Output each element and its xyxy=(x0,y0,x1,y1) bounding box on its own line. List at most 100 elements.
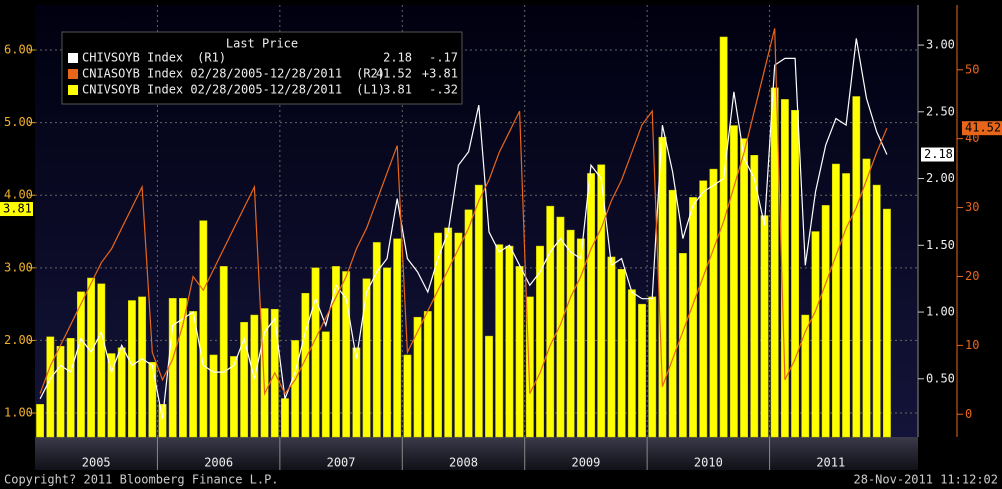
y-tick-label: 3.00 xyxy=(4,260,33,274)
bar xyxy=(872,184,881,438)
legend-tag: (L1) xyxy=(356,83,385,97)
y-tick-label: 1.00 xyxy=(4,406,33,420)
bar xyxy=(240,322,249,438)
line xyxy=(39,28,888,396)
bar xyxy=(617,269,626,438)
legend-tag: (R1) xyxy=(197,51,226,65)
x-tick-label: 2005 xyxy=(82,456,111,470)
bar xyxy=(485,335,493,438)
bar xyxy=(791,110,800,438)
bar xyxy=(209,354,218,438)
bar xyxy=(587,173,595,438)
bar xyxy=(87,277,96,438)
bar xyxy=(464,209,473,438)
bar xyxy=(740,138,748,438)
bar xyxy=(76,291,85,438)
last-value-label: 3.81 xyxy=(3,202,32,216)
x-tick-label: 2008 xyxy=(449,456,478,470)
y-tick-label: 5.00 xyxy=(4,115,33,129)
bar xyxy=(219,266,228,438)
bar xyxy=(780,99,789,438)
legend-swatch xyxy=(68,53,78,63)
bar xyxy=(423,311,432,438)
bar xyxy=(342,271,351,438)
y2-tick-label: 1.00 xyxy=(926,305,955,319)
legend-label: CNIASOYB Index 02/28/2005-12/28/2011 xyxy=(82,67,342,81)
legend-change: -.32 xyxy=(429,83,458,97)
bar xyxy=(474,184,483,438)
bar xyxy=(179,298,187,438)
y3-tick-label: 30 xyxy=(965,200,979,214)
bar xyxy=(291,340,300,438)
bar xyxy=(281,398,289,438)
bar xyxy=(260,308,269,438)
bar xyxy=(760,215,769,438)
y-tick-label: 6.00 xyxy=(4,43,33,57)
x-tick-label: 2011 xyxy=(816,456,845,470)
bar xyxy=(750,155,759,438)
bar xyxy=(658,136,667,438)
last-value-flag xyxy=(962,121,1002,136)
bar xyxy=(576,238,585,438)
bar xyxy=(811,231,820,438)
bar xyxy=(556,216,565,438)
bar xyxy=(882,208,891,438)
bar xyxy=(362,278,371,438)
bar xyxy=(770,87,779,438)
bar xyxy=(842,173,851,438)
bar xyxy=(627,289,636,438)
bar xyxy=(158,404,167,438)
x-tick-label: 2009 xyxy=(571,456,600,470)
legend-change: +3.81 xyxy=(422,67,458,81)
bar xyxy=(434,232,442,438)
last-value-label: 41.52 xyxy=(965,121,1001,135)
bar xyxy=(393,238,402,438)
bar xyxy=(36,404,45,438)
y2-tick-label: 3.00 xyxy=(926,38,955,52)
y-tick-label: 2.00 xyxy=(4,333,33,347)
bar xyxy=(413,316,422,438)
bar xyxy=(138,296,147,438)
bar xyxy=(250,314,259,438)
line xyxy=(39,38,888,419)
legend-title: Last Price xyxy=(226,37,298,51)
bar xyxy=(689,197,697,438)
bar xyxy=(117,347,126,438)
bar xyxy=(127,300,136,438)
last-value-label: 2.18 xyxy=(924,147,953,161)
bar xyxy=(607,256,616,438)
legend-label: CNIVSOYB Index 02/28/2005-12/28/2011 xyxy=(82,83,342,97)
legend: Last Price CHIVSOYB Index (R1) 2.18 -.17 CNIA… xyxy=(61,31,463,105)
bar xyxy=(546,205,555,438)
y3-tick-label: 50 xyxy=(965,62,979,76)
legend-last: 41.52 xyxy=(376,67,412,81)
legend-swatch xyxy=(68,69,78,79)
bar xyxy=(230,356,238,438)
bar xyxy=(699,180,708,438)
legend-box xyxy=(61,31,463,105)
bar xyxy=(46,336,55,438)
bar xyxy=(648,296,657,438)
bar xyxy=(372,242,381,438)
timestamp: 28-Nov-2011 11:12:02 xyxy=(854,473,999,487)
bar xyxy=(862,158,871,438)
bar xyxy=(566,229,575,438)
x-tick-label: 2010 xyxy=(694,456,723,470)
bar xyxy=(668,189,677,438)
bar xyxy=(168,298,177,438)
y3-tick-label: 10 xyxy=(965,338,979,352)
bar xyxy=(801,314,810,438)
bar xyxy=(454,232,463,438)
legend-tag: (R2) xyxy=(356,67,385,81)
bar xyxy=(638,303,646,438)
bar xyxy=(352,347,361,438)
bar xyxy=(332,266,340,438)
bar xyxy=(852,96,861,438)
legend-last: 3.81 xyxy=(383,83,412,97)
bar xyxy=(148,361,157,438)
year-band xyxy=(35,437,918,470)
last-value-flag xyxy=(921,147,954,162)
y3-tick-label: 20 xyxy=(965,269,979,283)
bar xyxy=(321,331,330,438)
